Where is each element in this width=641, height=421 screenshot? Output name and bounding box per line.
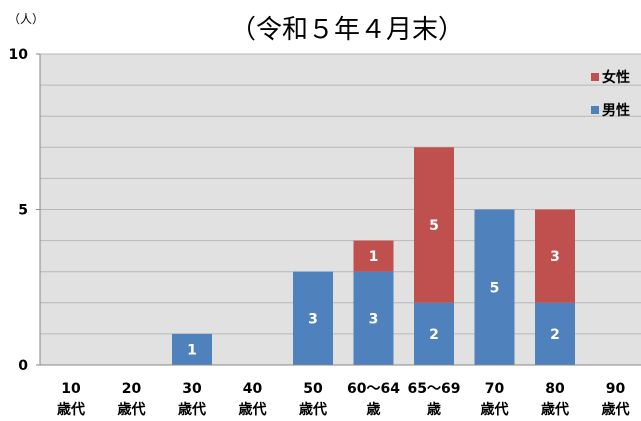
legend-swatch: [591, 73, 599, 81]
x-tick-label: 歳代: [541, 401, 569, 418]
x-tick-label: 90: [606, 381, 626, 397]
data-label: 5: [429, 218, 439, 234]
legend-label: 男性: [602, 102, 630, 119]
x-tick-label: 歳代: [239, 401, 267, 418]
data-labels: 1 3 3 1 2 5 5 2 3: [187, 218, 560, 358]
bar-male: [414, 302, 454, 365]
x-tick-label: 歳代: [299, 401, 327, 418]
x-tick-label: 30: [182, 381, 202, 397]
data-label: 1: [369, 249, 379, 265]
data-label: 2: [550, 327, 560, 343]
bar-male: [172, 333, 212, 365]
x-tick-label: 歳代: [481, 401, 509, 418]
y-tick-label: 0: [18, 358, 28, 374]
x-tick-label: 歳代: [602, 401, 630, 418]
data-label: 1: [187, 342, 197, 358]
data-label: 5: [490, 280, 500, 296]
bar-male: [353, 271, 394, 365]
x-tick-label: 60～64: [347, 381, 400, 397]
x-tick-label: 40: [243, 381, 263, 397]
x-tick-label: 歳代: [118, 401, 146, 418]
x-tick-label: 20: [122, 381, 142, 397]
bar-female: [414, 147, 454, 303]
legend-swatch: [591, 106, 599, 114]
y-axis-unit: （人）: [8, 12, 44, 26]
bar-female: [535, 209, 575, 303]
x-tick-label: 歳代: [178, 401, 206, 418]
y-tick-label: 5: [18, 203, 28, 219]
x-tick-label: 65～69: [408, 381, 461, 397]
x-tick-label: 歳: [427, 401, 441, 418]
x-tick-label: 歳代: [57, 401, 85, 418]
chart-title: （令和５年４月末）: [230, 15, 464, 45]
bar-male: [474, 209, 515, 365]
data-label: 3: [308, 311, 318, 327]
data-label: 2: [429, 327, 439, 343]
bar-female: [353, 240, 394, 272]
y-axis-ticks: 0 5 10: [9, 47, 40, 374]
gridlines: [40, 53, 641, 335]
data-label: 3: [550, 249, 560, 265]
bar-male: [293, 271, 333, 365]
bars: [172, 147, 575, 365]
bar-male: [535, 302, 575, 365]
data-label: 3: [369, 311, 379, 327]
y-tick-label: 10: [9, 47, 29, 63]
legend-label: 女性: [602, 69, 630, 86]
x-tick-label: 70: [485, 381, 505, 397]
x-tick-label: 50: [303, 381, 323, 397]
x-tick-label: 80: [545, 381, 565, 397]
x-axis-ticks: 10 歳代 20 歳代 30 歳代 40 歳代 50 歳代 60～64 歳 65～69 歳 70 歳代 80 歳代…: [57, 381, 630, 418]
x-tick-label: 10: [61, 381, 81, 397]
x-tick-label: 歳: [367, 401, 381, 418]
